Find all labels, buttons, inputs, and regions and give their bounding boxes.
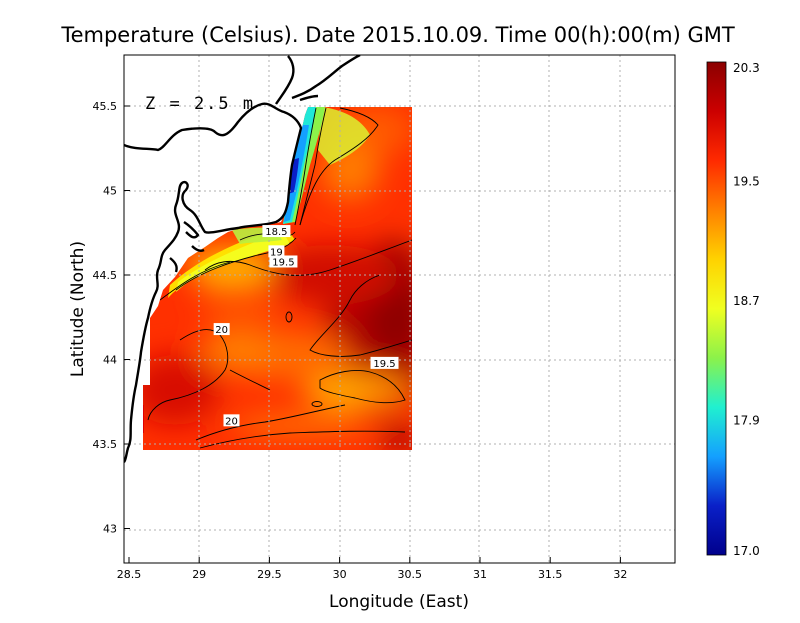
- temperature-field: [143, 107, 412, 450]
- y-tick-label: 45: [103, 185, 117, 198]
- colorbar-tick-label: 18.7: [733, 294, 760, 308]
- colorbar-tick-label: 17.9: [733, 414, 760, 428]
- y-tick-label: 44.5: [93, 269, 118, 282]
- y-axis-label: Latitude (North): [68, 241, 88, 377]
- contour-label: 18.5: [265, 227, 287, 238]
- contour-label-bg: [268, 245, 285, 258]
- x-tick-label: 30.5: [398, 568, 423, 581]
- x-axis-ticks: 28.5 29 29.5 30 30.5 31 31.5 32: [117, 557, 627, 581]
- depth-label: Z = 2.5 m: [145, 94, 255, 114]
- contour-label-bg: [269, 255, 298, 268]
- plot-frame: [123, 54, 676, 564]
- colorbar-tick-label: 19.5: [733, 175, 760, 189]
- colorbar: [706, 61, 727, 556]
- y-tick-label: 43: [103, 523, 117, 536]
- x-tick-label: 29.5: [257, 568, 282, 581]
- contour-label: 19.5: [373, 359, 395, 370]
- x-tick-label: 32: [613, 568, 627, 581]
- x-tick-label: 31: [473, 568, 487, 581]
- x-tick-label: 31.5: [538, 568, 563, 581]
- contour-label: 20: [215, 325, 228, 336]
- y-tick-label: 43.5: [93, 438, 118, 451]
- grid-lines: [124, 55, 675, 563]
- contour-label-bg: [370, 356, 399, 369]
- chart-title: Temperature (Celsius). Date 2015.10.09. …: [60, 23, 735, 47]
- contour-label: 20: [225, 416, 238, 427]
- colorbar-ticks: 20.3 19.5 18.7 17.9 17.0: [733, 61, 760, 558]
- x-tick-label: 29: [192, 568, 206, 581]
- x-tick-label: 30: [333, 568, 347, 581]
- y-tick-label: 45.5: [93, 100, 118, 113]
- y-tick-label: 44: [103, 354, 117, 367]
- colorbar-tick-label: 20.3: [733, 61, 760, 75]
- contour-label-bg: [213, 323, 230, 336]
- contour-label-bg: [223, 414, 240, 427]
- x-axis-label: Longitude (East): [329, 592, 469, 612]
- y-axis-ticks: 43 43.5 44 44.5 45 45.5: [93, 100, 130, 536]
- contour-label: 19.5: [272, 257, 294, 268]
- coastline: [124, 55, 361, 463]
- contour-label-bg: [262, 225, 291, 238]
- contour-label: 19: [270, 247, 283, 258]
- colorbar-tick-label: 17.0: [733, 544, 760, 558]
- x-tick-label: 28.5: [117, 568, 142, 581]
